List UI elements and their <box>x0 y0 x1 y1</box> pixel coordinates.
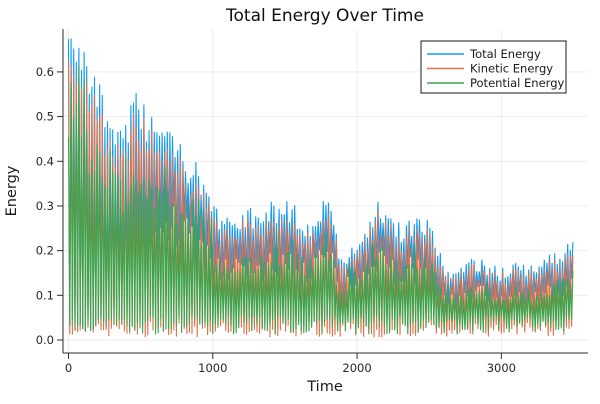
potential-energy-line <box>67 66 574 335</box>
y-tick-label: 0.1 <box>36 288 54 302</box>
x-tick-label: 2000 <box>342 361 371 375</box>
y-tick-label: 0.6 <box>36 65 54 79</box>
legend-label: Total Energy <box>469 47 541 61</box>
y-tick-label: 0.5 <box>36 110 54 124</box>
y-axis-label: Energy <box>4 165 20 216</box>
y-tick-label: 0.0 <box>36 333 54 347</box>
legend-box <box>420 40 567 94</box>
x-tick-label: 1000 <box>198 361 227 375</box>
series-lines <box>67 38 574 338</box>
y-tick-label: 0.2 <box>36 244 54 258</box>
chart-title: Total Energy Over Time <box>225 6 424 26</box>
y-tick-label: 0.3 <box>36 199 54 213</box>
legend-label: Potential Energy <box>470 76 564 90</box>
legend-label: Kinetic Energy <box>470 62 553 76</box>
axes <box>62 29 588 354</box>
tick-marks-and-labels: 0.0 0.1 0.2 0.3 0.4 0.5 0.6 0 1000 2000 3000 <box>36 65 516 375</box>
y-tick-label: 0.4 <box>36 154 54 168</box>
x-tick-label: 3000 <box>487 361 516 375</box>
x-axis-label: Time <box>306 379 343 395</box>
x-tick-label: 0 <box>65 361 72 375</box>
